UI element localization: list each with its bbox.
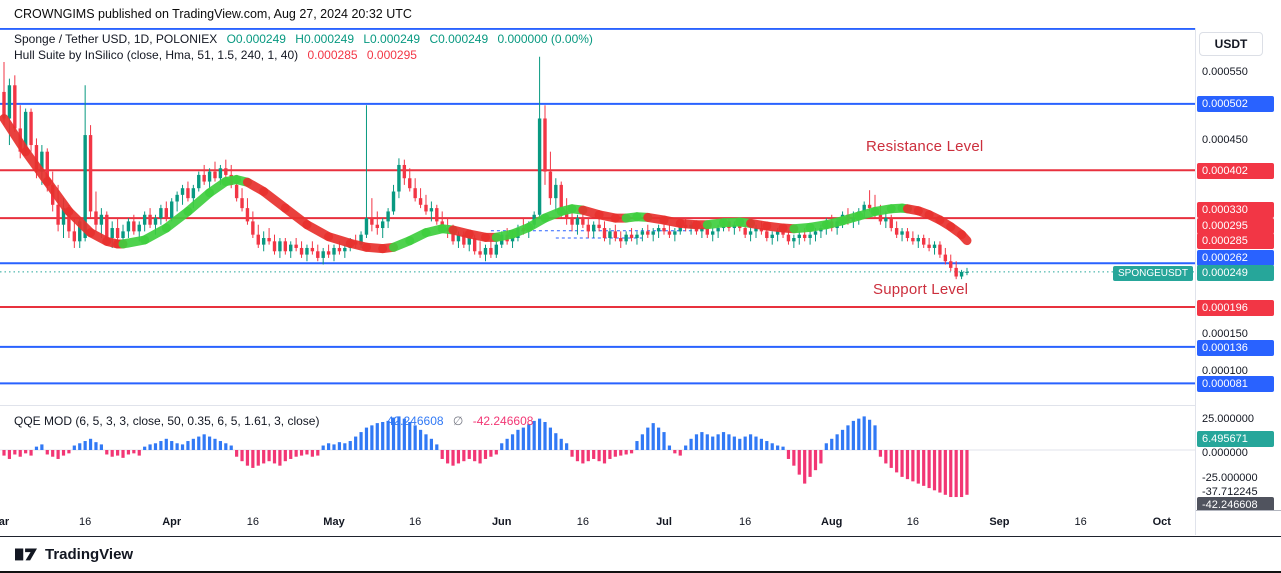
time-axis-label: 16 (1074, 516, 1087, 528)
ohlc-open: O0.000249 (226, 32, 286, 46)
time-axis-label: 16 (906, 516, 919, 528)
published-header: CROWNGIMS published on TradingView.com, … (14, 7, 412, 21)
price-axis-label: 0.000402 (1197, 163, 1274, 179)
time-axis-label: 16 (246, 516, 259, 528)
price-axis-label: 0.000150 (1202, 328, 1248, 340)
time-axis-label: Jul (656, 516, 672, 528)
price-axis-label: 0.000450 (1202, 134, 1248, 146)
time-axis-label: 16 (576, 516, 589, 528)
support-level-label[interactable]: Support Level (873, 281, 969, 298)
time-axis-label: Apr (162, 516, 182, 528)
time-axis-label: Aug (821, 516, 843, 528)
price-axis-label: 0.000000 (1202, 447, 1248, 459)
price-axis-label: 6.495671 (1197, 431, 1274, 447)
time-axis-label: 16 (79, 516, 92, 528)
footer: TradingView (0, 536, 1281, 571)
time-axis-label: ar (0, 516, 10, 528)
hull-title: Hull Suite by InSilico (close, Hma, 51, … (14, 48, 299, 62)
symbol-price-flag: SPONGEUSDT (1113, 266, 1194, 281)
price-scale[interactable]: USDT 0.000550 0.000502 0.000450 0.000402 0.0… (1196, 28, 1281, 510)
time-scale[interactable]: ar 16 Apr 16 May 16 Jun 16 Jul 16 Aug 16 Sep 16 Oct (0, 510, 1195, 535)
ohlc-change: 0.000000 (0.00%) (497, 32, 593, 46)
price-axis-label: 0.000100 (1202, 365, 1248, 377)
ohlc-high: H0.000249 (295, 32, 355, 46)
price-axis-label: 0.000550 (1202, 66, 1248, 78)
ohlc-close: C0.000249 (429, 32, 489, 46)
price-axis-label: 0.000285 (1197, 233, 1274, 249)
resistance-level-label[interactable]: Resistance Level (866, 138, 984, 155)
symbol-title: Sponge / Tether USD, 1D, POLONIEX (14, 32, 218, 46)
price-axis-label: 0.000249 (1197, 265, 1274, 281)
legend-qqe-row[interactable]: QQE MOD (6, 5, 3, 3, close, 50, 0.35, 6,… (14, 414, 539, 428)
qqe-upper-value: 42.246608 (386, 414, 444, 428)
price-axis-label: 0.000502 (1197, 96, 1274, 112)
price-axis-label: 0.000136 (1197, 340, 1274, 356)
price-axis-label: -25.000000 (1202, 472, 1258, 484)
hull-value-2: 0.000295 (366, 48, 417, 62)
qqe-hidden-value: ∅ (452, 414, 464, 428)
qqe-title: QQE MOD (6, 5, 3, 3, close, 50, 0.35, 6,… (14, 414, 320, 428)
qqe-lower-value: -42.246608 (472, 414, 534, 428)
price-axis-label: -42.246608 (1197, 497, 1274, 510)
hull-value-1: 0.000285 (307, 48, 358, 62)
price-axis-label: 0.000330 (1197, 202, 1274, 218)
legend-hull-row[interactable]: Hull Suite by InSilico (close, Hma, 51, … (14, 48, 423, 62)
brand-text: TradingView (45, 545, 134, 563)
price-axis-label: 0.000295 (1197, 218, 1274, 234)
ohlc-low: L0.000249 (363, 32, 421, 46)
time-axis-label: 16 (739, 516, 752, 528)
time-axis-label: 16 (409, 516, 422, 528)
currency-toggle[interactable]: USDT (1199, 32, 1263, 56)
time-axis-label: Oct (1152, 516, 1171, 528)
tradingview-logo-icon[interactable] (14, 543, 38, 565)
price-axis-label: 0.000196 (1197, 300, 1274, 316)
axis-separator (1195, 28, 1196, 535)
price-chart[interactable] (0, 28, 1195, 510)
price-axis-label: -37.712245 (1202, 486, 1258, 498)
price-axis-label: 25.000000 (1202, 413, 1254, 425)
time-axis-label: Sep (989, 516, 1010, 528)
price-axis-label: 0.000081 (1197, 376, 1274, 392)
legend-symbol-row[interactable]: Sponge / Tether USD, 1D, POLONIEX O0.000… (14, 32, 599, 46)
pane-separator[interactable] (0, 405, 1281, 406)
time-axis-label: Jun (491, 516, 512, 528)
frame-bottom-line (0, 571, 1281, 573)
time-axis-label: May (323, 516, 345, 528)
price-axis-label: 0.000262 (1197, 250, 1274, 266)
